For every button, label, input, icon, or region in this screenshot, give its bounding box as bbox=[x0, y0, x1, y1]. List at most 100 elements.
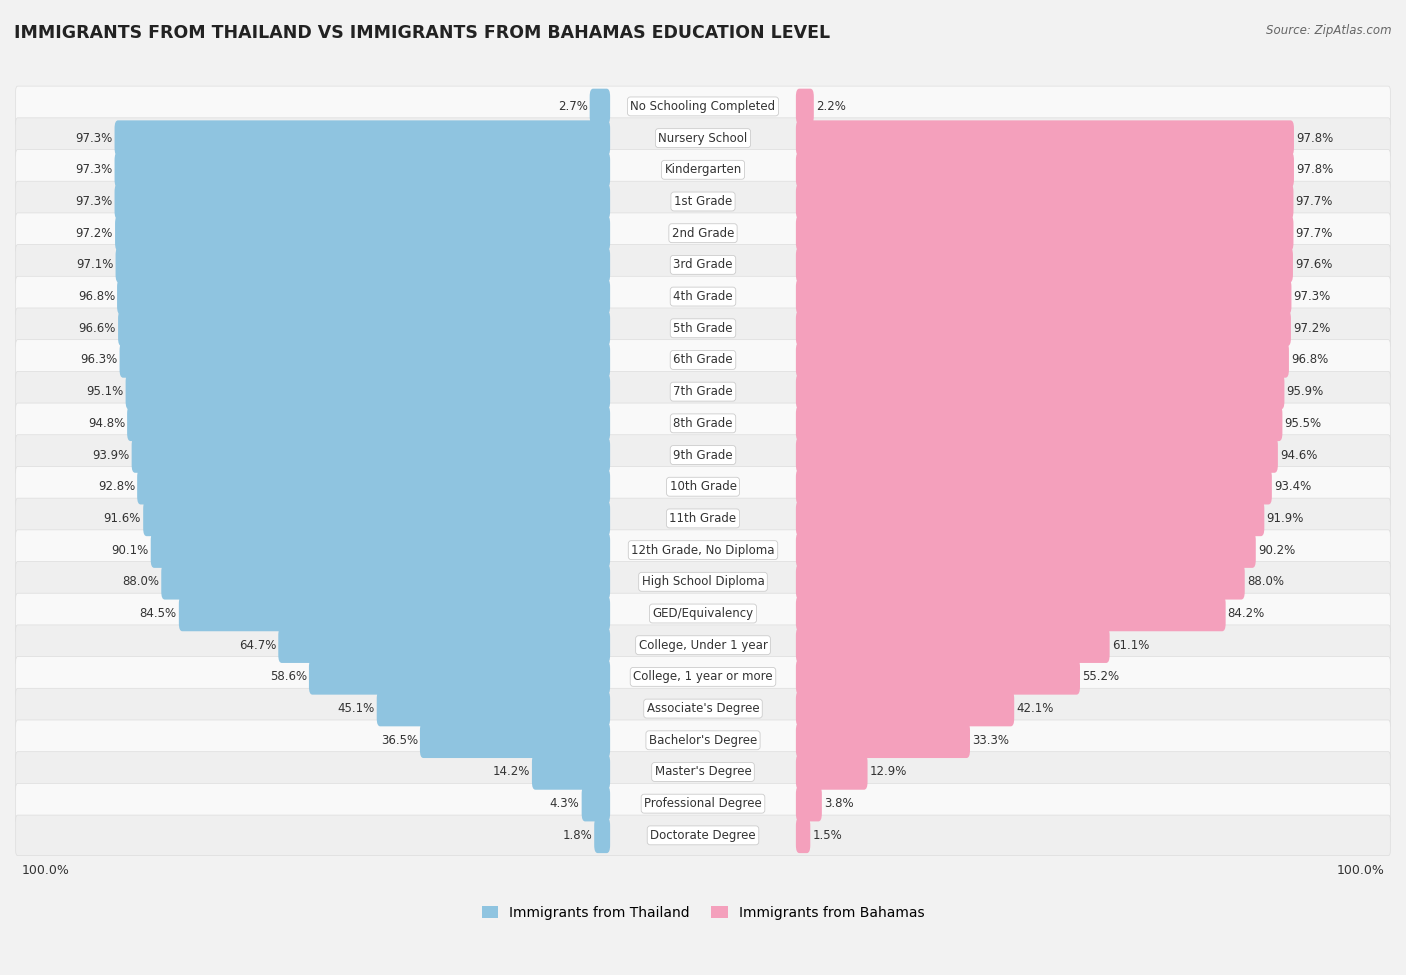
FancyBboxPatch shape bbox=[15, 245, 1391, 285]
FancyBboxPatch shape bbox=[15, 498, 1391, 539]
Text: 84.2%: 84.2% bbox=[1227, 607, 1265, 620]
FancyBboxPatch shape bbox=[796, 755, 868, 790]
FancyBboxPatch shape bbox=[118, 310, 610, 346]
Text: High School Diploma: High School Diploma bbox=[641, 575, 765, 588]
Text: College, 1 year or more: College, 1 year or more bbox=[633, 671, 773, 683]
FancyBboxPatch shape bbox=[15, 403, 1391, 444]
Text: GED/Equivalency: GED/Equivalency bbox=[652, 607, 754, 620]
Text: IMMIGRANTS FROM THAILAND VS IMMIGRANTS FROM BAHAMAS EDUCATION LEVEL: IMMIGRANTS FROM THAILAND VS IMMIGRANTS F… bbox=[14, 24, 830, 42]
Text: 12th Grade, No Diploma: 12th Grade, No Diploma bbox=[631, 544, 775, 557]
FancyBboxPatch shape bbox=[796, 818, 810, 853]
Text: College, Under 1 year: College, Under 1 year bbox=[638, 639, 768, 651]
FancyBboxPatch shape bbox=[114, 120, 610, 156]
Text: 4.3%: 4.3% bbox=[550, 798, 579, 810]
Text: Master's Degree: Master's Degree bbox=[655, 765, 751, 778]
Text: 45.1%: 45.1% bbox=[337, 702, 374, 715]
Text: 91.6%: 91.6% bbox=[104, 512, 141, 525]
Text: 97.2%: 97.2% bbox=[1294, 322, 1330, 334]
FancyBboxPatch shape bbox=[15, 213, 1391, 254]
FancyBboxPatch shape bbox=[796, 596, 1226, 631]
FancyBboxPatch shape bbox=[15, 371, 1391, 412]
FancyBboxPatch shape bbox=[796, 406, 1282, 441]
FancyBboxPatch shape bbox=[15, 149, 1391, 190]
FancyBboxPatch shape bbox=[179, 596, 610, 631]
FancyBboxPatch shape bbox=[582, 786, 610, 821]
FancyBboxPatch shape bbox=[796, 438, 1278, 473]
Text: 93.9%: 93.9% bbox=[93, 448, 129, 461]
FancyBboxPatch shape bbox=[150, 532, 610, 567]
Text: 12.9%: 12.9% bbox=[870, 765, 907, 778]
Text: 14.2%: 14.2% bbox=[492, 765, 530, 778]
FancyBboxPatch shape bbox=[15, 688, 1391, 729]
FancyBboxPatch shape bbox=[120, 342, 610, 377]
Text: 94.8%: 94.8% bbox=[87, 417, 125, 430]
Text: 88.0%: 88.0% bbox=[122, 575, 159, 588]
FancyBboxPatch shape bbox=[15, 625, 1391, 666]
Text: 93.4%: 93.4% bbox=[1274, 481, 1312, 493]
FancyBboxPatch shape bbox=[796, 152, 1294, 187]
Text: 6th Grade: 6th Grade bbox=[673, 354, 733, 367]
FancyBboxPatch shape bbox=[420, 722, 610, 758]
Text: 95.1%: 95.1% bbox=[86, 385, 124, 398]
Text: Source: ZipAtlas.com: Source: ZipAtlas.com bbox=[1267, 24, 1392, 37]
Text: 97.1%: 97.1% bbox=[76, 258, 114, 271]
Text: 4th Grade: 4th Grade bbox=[673, 291, 733, 303]
FancyBboxPatch shape bbox=[15, 181, 1391, 221]
Text: 95.9%: 95.9% bbox=[1286, 385, 1323, 398]
Text: 97.3%: 97.3% bbox=[76, 132, 112, 144]
Text: 97.3%: 97.3% bbox=[1294, 291, 1330, 303]
FancyBboxPatch shape bbox=[796, 628, 1109, 663]
FancyBboxPatch shape bbox=[15, 276, 1391, 317]
Text: 1.8%: 1.8% bbox=[562, 829, 592, 841]
FancyBboxPatch shape bbox=[15, 720, 1391, 760]
Text: 91.9%: 91.9% bbox=[1267, 512, 1303, 525]
FancyBboxPatch shape bbox=[15, 86, 1391, 127]
Text: 97.8%: 97.8% bbox=[1296, 132, 1333, 144]
FancyBboxPatch shape bbox=[132, 438, 610, 473]
Text: 11th Grade: 11th Grade bbox=[669, 512, 737, 525]
Text: 5th Grade: 5th Grade bbox=[673, 322, 733, 334]
FancyBboxPatch shape bbox=[796, 215, 1294, 251]
FancyBboxPatch shape bbox=[114, 152, 610, 187]
FancyBboxPatch shape bbox=[143, 501, 610, 536]
FancyBboxPatch shape bbox=[117, 279, 610, 314]
Text: 33.3%: 33.3% bbox=[972, 734, 1010, 747]
Legend: Immigrants from Thailand, Immigrants from Bahamas: Immigrants from Thailand, Immigrants fro… bbox=[477, 900, 929, 925]
FancyBboxPatch shape bbox=[15, 783, 1391, 824]
FancyBboxPatch shape bbox=[127, 406, 610, 441]
FancyBboxPatch shape bbox=[15, 466, 1391, 507]
Text: 100.0%: 100.0% bbox=[22, 864, 70, 877]
Text: 9th Grade: 9th Grade bbox=[673, 448, 733, 461]
FancyBboxPatch shape bbox=[15, 308, 1391, 348]
Text: 97.7%: 97.7% bbox=[1295, 227, 1333, 240]
FancyBboxPatch shape bbox=[15, 435, 1391, 476]
FancyBboxPatch shape bbox=[796, 565, 1244, 600]
Text: 36.5%: 36.5% bbox=[381, 734, 418, 747]
FancyBboxPatch shape bbox=[125, 373, 610, 410]
FancyBboxPatch shape bbox=[377, 691, 610, 726]
Text: 90.1%: 90.1% bbox=[111, 544, 149, 557]
Text: 90.2%: 90.2% bbox=[1258, 544, 1295, 557]
FancyBboxPatch shape bbox=[796, 532, 1256, 567]
FancyBboxPatch shape bbox=[796, 691, 1014, 726]
FancyBboxPatch shape bbox=[796, 659, 1080, 694]
Text: 1st Grade: 1st Grade bbox=[673, 195, 733, 208]
FancyBboxPatch shape bbox=[138, 469, 610, 504]
FancyBboxPatch shape bbox=[309, 659, 610, 694]
FancyBboxPatch shape bbox=[796, 342, 1289, 377]
Text: 92.8%: 92.8% bbox=[98, 481, 135, 493]
Text: 97.3%: 97.3% bbox=[76, 163, 112, 176]
FancyBboxPatch shape bbox=[15, 529, 1391, 570]
Text: 3.8%: 3.8% bbox=[824, 798, 853, 810]
FancyBboxPatch shape bbox=[796, 469, 1272, 504]
Text: 96.3%: 96.3% bbox=[80, 354, 118, 367]
Text: Associate's Degree: Associate's Degree bbox=[647, 702, 759, 715]
Text: 42.1%: 42.1% bbox=[1017, 702, 1053, 715]
Text: Nursery School: Nursery School bbox=[658, 132, 748, 144]
Text: 2.7%: 2.7% bbox=[558, 99, 588, 113]
FancyBboxPatch shape bbox=[15, 752, 1391, 793]
FancyBboxPatch shape bbox=[115, 247, 610, 283]
FancyBboxPatch shape bbox=[115, 215, 610, 251]
Text: 10th Grade: 10th Grade bbox=[669, 481, 737, 493]
Text: 88.0%: 88.0% bbox=[1247, 575, 1284, 588]
